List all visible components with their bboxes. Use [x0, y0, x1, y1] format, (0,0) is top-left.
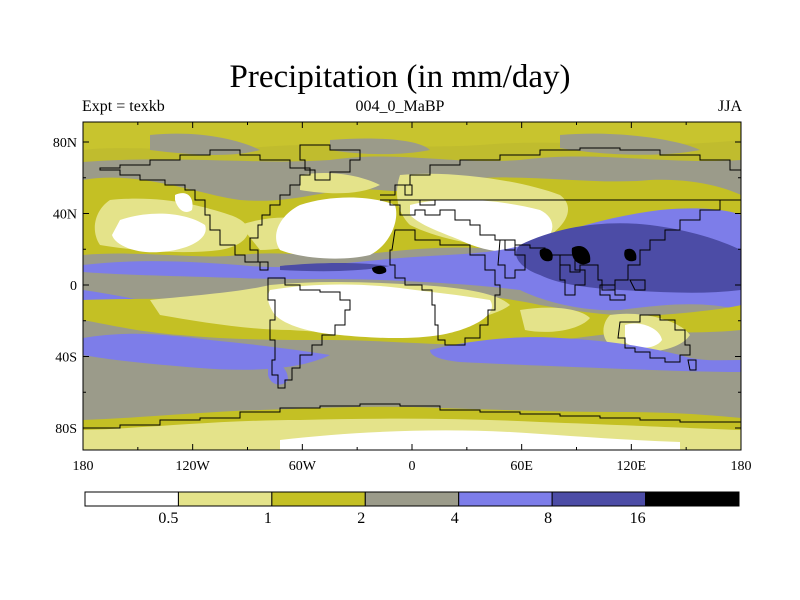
lon-label: 180	[731, 459, 752, 474]
legend-level-label: 16	[630, 510, 646, 527]
coastlines	[83, 144, 741, 429]
coastline-south-america	[267, 277, 351, 389]
lat-label: 0	[70, 279, 77, 294]
axis-labels: 80N 40N 0 40S 80S 180 120W 60W 0 60E 120E 180	[53, 136, 752, 474]
lon-label: 60E	[510, 459, 533, 474]
coastline-australia	[617, 314, 691, 363]
plot-title: Precipitation (in mm/day)	[229, 59, 571, 95]
lat-label: 40S	[55, 351, 77, 366]
nh-dry-area-eurasia	[276, 197, 553, 259]
legend-swatch	[271, 491, 366, 507]
legend-swatch	[177, 491, 273, 507]
lon-label: 120W	[176, 459, 211, 474]
lat-label: 80S	[55, 422, 77, 437]
legend-level-label: 1	[264, 510, 272, 527]
legend-swatch	[458, 491, 553, 507]
extreme-rain-cells	[372, 245, 637, 275]
legend-level-label: 4	[451, 510, 459, 527]
legend-level-label: 2	[357, 510, 365, 527]
arctic-grey-patches	[150, 133, 700, 155]
sh-dry-area	[267, 284, 662, 348]
lat-label: 40N	[53, 208, 77, 223]
lon-label: 0	[409, 459, 416, 474]
coastline-greenland	[299, 144, 361, 181]
antarctic-dry	[280, 430, 680, 450]
lon-label: 120E	[617, 459, 647, 474]
lat-label: 80N	[53, 136, 77, 151]
lon-label: 180	[73, 459, 94, 474]
legend-swatch	[551, 491, 647, 507]
legend-swatch	[84, 491, 179, 507]
time-label: 004_0_MaBP	[355, 98, 445, 115]
equatorial-light-west	[83, 290, 200, 311]
legend-swatch	[645, 491, 740, 507]
legend-level-label: 8	[544, 510, 552, 527]
axis-ticks	[82, 122, 742, 450]
map-field	[83, 122, 741, 450]
southern-storm-track	[83, 333, 741, 372]
coastline-eurasia	[380, 147, 741, 291]
coastline-africa	[389, 229, 501, 346]
legend-swatch	[364, 491, 460, 507]
coastline-new-zealand	[687, 359, 697, 371]
coastline-north-america	[99, 149, 311, 271]
coastline-antarctica	[83, 403, 741, 429]
nh-dry-area-americas	[112, 193, 206, 253]
lon-label: 60W	[289, 459, 317, 474]
season-label: JJA	[717, 98, 742, 115]
patagonia-blue	[268, 363, 288, 385]
legend-level-label: 0.5	[158, 510, 178, 527]
coastline-uk-europe	[404, 184, 436, 206]
color-legend: 0.5 1 2 4 8 16	[84, 491, 740, 527]
experiment-label: Expt = texkb	[82, 98, 165, 115]
equatorial-dark-strip	[280, 263, 390, 272]
coastline-indonesia	[599, 279, 646, 301]
coastline-arabia-india	[497, 239, 586, 296]
